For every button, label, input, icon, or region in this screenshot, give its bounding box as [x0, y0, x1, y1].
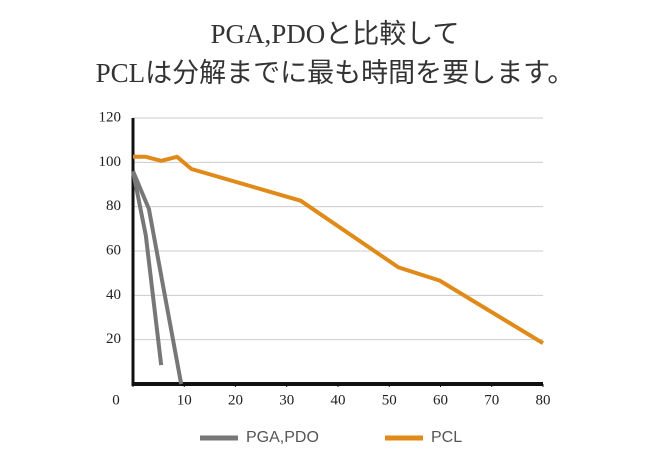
legend-label: PGA,PDO [246, 429, 319, 446]
x-tick-label: 80 [536, 392, 551, 408]
y-tick-label: 80 [106, 198, 121, 214]
x-tick-label: 50 [382, 392, 397, 408]
y-tick-label: 20 [106, 331, 121, 347]
y-tick-label: 60 [106, 242, 121, 258]
y-tick-label: 120 [99, 109, 122, 125]
x-tick-label: 20 [228, 392, 243, 408]
y-tick-label: 100 [99, 154, 122, 170]
legend-label: PCL [431, 429, 462, 446]
chart-title: PGA,PDOと比較して [211, 19, 460, 49]
x-tick-label: 10 [177, 392, 192, 408]
x-tick-label: 60 [433, 392, 448, 408]
chart-title: PCLは分解までに最も時間を要します。 [96, 58, 575, 88]
y-tick-label: 40 [106, 287, 121, 303]
x-tick-label: 30 [279, 392, 294, 408]
data-line [133, 154, 545, 345]
data-line [131, 170, 184, 385]
x-tick-label: 40 [331, 392, 346, 408]
data-line [131, 170, 164, 366]
x-tick-label: 0 [112, 392, 120, 408]
x-tick-label: 70 [484, 392, 499, 408]
